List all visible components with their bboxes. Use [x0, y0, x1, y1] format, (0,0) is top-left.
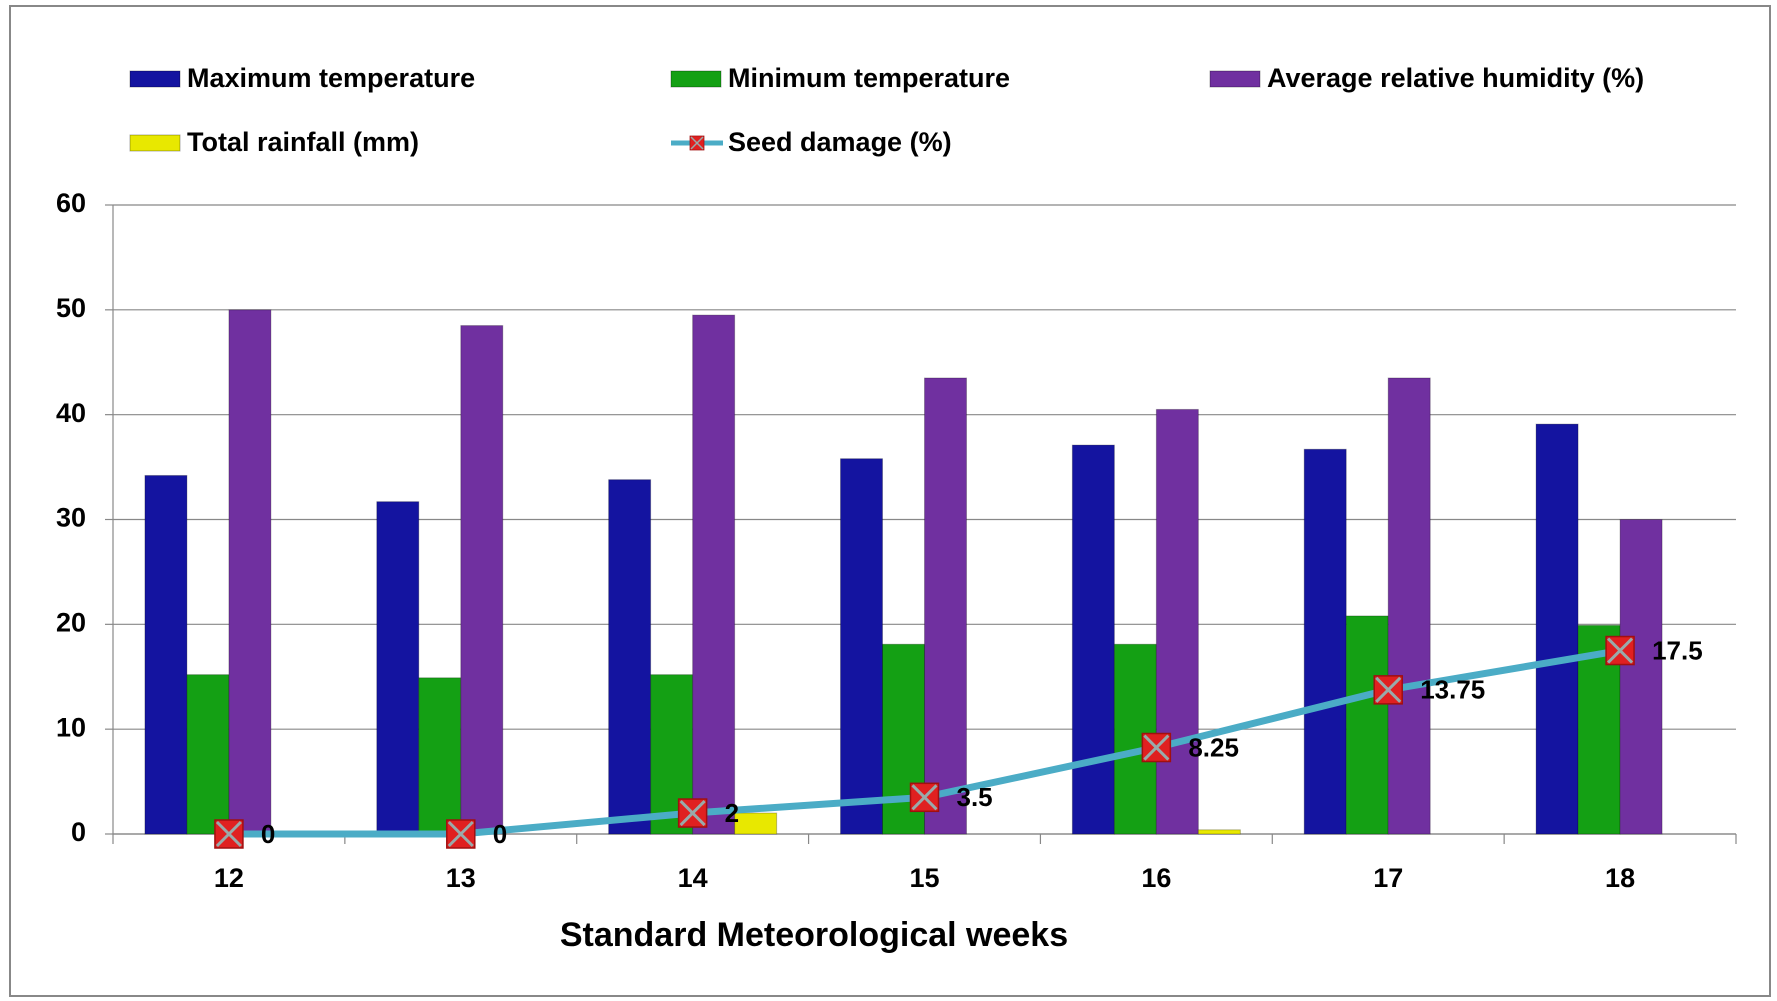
line-marker — [1605, 635, 1635, 666]
marker-cross — [1375, 676, 1402, 703]
y-tick-label: 30 — [56, 503, 86, 533]
bar — [1303, 448, 1347, 835]
legend-swatch — [129, 70, 181, 88]
x-tick-label: 14 — [678, 863, 708, 893]
bar — [186, 674, 230, 835]
y-tick-label: 60 — [56, 188, 86, 218]
data-label: 0 — [261, 819, 275, 849]
x-tick-label: 12 — [214, 863, 244, 893]
line-marker — [677, 798, 708, 828]
bar — [692, 314, 736, 835]
bar — [228, 309, 272, 835]
bar — [418, 677, 462, 835]
bar — [376, 501, 420, 835]
data-label: 2 — [725, 798, 739, 828]
line-marker — [909, 782, 940, 813]
x-tick-label: 13 — [446, 863, 476, 893]
data-label: 8.25 — [1188, 732, 1239, 762]
legend-label: Seed damage (%) — [728, 127, 952, 157]
y-tick-label: 40 — [56, 398, 86, 428]
legend-label: Maximum temperature — [187, 63, 475, 93]
line-marker — [214, 819, 244, 849]
marker-cross — [1143, 734, 1170, 761]
y-tick-label: 0 — [71, 817, 86, 847]
x-tick-label: 17 — [1373, 863, 1403, 893]
x-tick-label: 15 — [909, 863, 939, 893]
marker-cross — [1607, 637, 1634, 664]
marker-cross — [911, 784, 938, 811]
bar — [840, 458, 883, 835]
marker-cross — [447, 820, 474, 848]
bar — [1345, 615, 1389, 835]
bar — [144, 474, 188, 835]
bar — [1071, 444, 1115, 835]
bar — [1619, 519, 1663, 835]
marker-cross — [215, 820, 242, 848]
legend-swatch — [670, 70, 722, 88]
line-marker — [1373, 675, 1403, 705]
legend-label: Average relative humidity (%) — [1267, 63, 1644, 93]
bar — [1535, 423, 1579, 835]
x-axis-title: Standard Meteorological weeks — [560, 916, 1068, 954]
line-marker — [446, 819, 476, 849]
bar — [608, 479, 652, 835]
legend-swatch — [129, 134, 181, 152]
data-label: 0 — [493, 819, 507, 849]
x-tick-label: 16 — [1141, 863, 1171, 893]
data-label: 3.5 — [957, 782, 993, 812]
x-tick-label: 18 — [1605, 863, 1635, 893]
y-tick-label: 20 — [56, 607, 86, 637]
marker-cross — [690, 136, 704, 150]
legend-label: Minimum temperature — [728, 63, 1010, 93]
bar — [924, 377, 967, 835]
legend-swatch — [1209, 70, 1261, 88]
y-tick-label: 50 — [56, 293, 86, 323]
bar — [1155, 408, 1199, 835]
marker-cross — [679, 799, 706, 827]
data-label: 13.75 — [1420, 675, 1485, 705]
data-label: 17.5 — [1652, 635, 1703, 665]
bar — [1197, 829, 1241, 835]
legend-label: Total rainfall (mm) — [187, 127, 419, 157]
bar — [734, 812, 778, 835]
line-marker — [689, 135, 705, 151]
bar — [460, 325, 504, 835]
bar — [1387, 377, 1431, 835]
line-marker — [1141, 732, 1172, 763]
y-tick-label: 10 — [56, 712, 86, 742]
